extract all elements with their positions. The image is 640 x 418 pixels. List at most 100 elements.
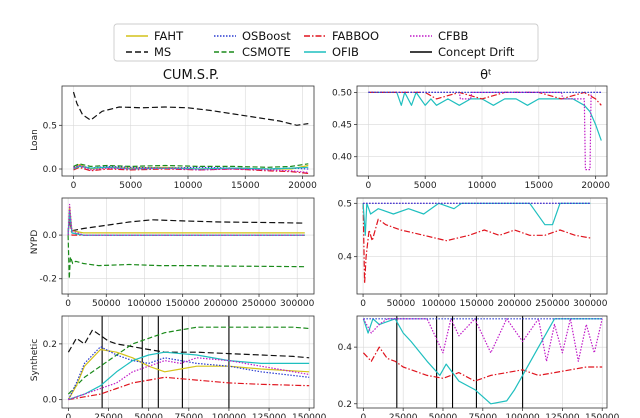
legend-entry-csmote: CSMOTE bbox=[214, 45, 291, 59]
axes-frame bbox=[356, 197, 608, 295]
panel-loan-cumsp: 0 5000 10000 15000 20000 0.0 0.5 bbox=[43, 85, 317, 191]
y-tick-label: 0.40 bbox=[332, 153, 352, 163]
series-line-ofib bbox=[362, 318, 603, 405]
series-line-csmote bbox=[67, 235, 305, 280]
x-tick-label: 25000 bbox=[94, 413, 123, 418]
series-line-cfbb bbox=[67, 203, 305, 236]
x-tick-label: 10000 bbox=[468, 181, 497, 191]
x-tick-label: 100000 bbox=[127, 299, 162, 309]
legend-label-cfbb: CFBB bbox=[438, 29, 469, 43]
legend-entry-ofib: OFIB bbox=[304, 45, 359, 59]
panel-loan-theta: 0 5000 10000 15000 20000 0.40 0.45 0.50 bbox=[332, 85, 610, 191]
y-tick-label: -0.2 bbox=[39, 275, 57, 285]
x-tick-label: 20000 bbox=[581, 181, 610, 191]
panel-nypd-theta: 0 50000 100000 150000 200000 250000 300000 0.4 0… bbox=[338, 197, 608, 309]
series-line-ms bbox=[67, 219, 305, 232]
x-tick-label: 200000 bbox=[497, 299, 532, 309]
series-line-ms bbox=[72, 91, 309, 126]
series-line-cfbb bbox=[368, 91, 602, 171]
legend-entry-osboost: OSBoost bbox=[214, 29, 291, 43]
series-line-ms bbox=[67, 329, 310, 359]
x-tick-label: 0 bbox=[360, 299, 366, 309]
y-tick-label: 0.50 bbox=[332, 88, 352, 98]
legend-entry-ms: MS bbox=[126, 45, 171, 59]
y-tick-label: 0.4 bbox=[338, 253, 353, 263]
series-line-ofib bbox=[368, 91, 602, 141]
series-line-fabboo bbox=[362, 203, 591, 284]
panel-synthetic-theta: 0 25000 50000 75000 100000 125000 150000 0.2 0.4 bbox=[338, 315, 620, 418]
x-tick-label: 150000 bbox=[292, 413, 327, 418]
x-tick-label: 250000 bbox=[242, 299, 277, 309]
x-tick-label: 50000 bbox=[92, 299, 121, 309]
legend-label-concept-drift: Concept Drift bbox=[438, 45, 515, 59]
series-line-fabboo bbox=[362, 346, 603, 382]
x-tick-label: 150000 bbox=[460, 299, 495, 309]
right-column-title: θᵗ bbox=[480, 68, 492, 83]
y-tick-label: 0.2 bbox=[338, 400, 352, 410]
x-tick-label: 15000 bbox=[524, 181, 553, 191]
series-line-fabboo bbox=[68, 376, 310, 401]
series-line-csmote bbox=[73, 163, 309, 168]
series-line-ofib bbox=[68, 351, 310, 401]
series-line-cfbb bbox=[68, 357, 310, 401]
series-line-faht bbox=[67, 206, 305, 236]
x-tick-label: 50000 bbox=[134, 413, 163, 418]
legend-label-csmote: CSMOTE bbox=[242, 45, 291, 59]
x-tick-label: 0 bbox=[71, 181, 77, 191]
x-tick-label: 75000 bbox=[174, 413, 203, 418]
x-tick-label: 200000 bbox=[204, 299, 239, 309]
x-tick-label: 300000 bbox=[573, 299, 608, 309]
x-tick-label: 0 bbox=[361, 413, 367, 418]
legend-label-faht: FAHT bbox=[154, 29, 184, 43]
x-tick-label: 100000 bbox=[212, 413, 247, 418]
legend-label-ofib: OFIB bbox=[332, 45, 359, 59]
axes-frame bbox=[356, 315, 608, 409]
x-tick-label: 10000 bbox=[174, 181, 203, 191]
x-tick-label: 75000 bbox=[468, 413, 497, 418]
panel-nypd-cumsp: 0 50000 100000 150000 200000 250000 300000 -0.2… bbox=[39, 197, 315, 309]
x-tick-label: 5000 bbox=[119, 181, 142, 191]
legend-entry-cfbb: CFBB bbox=[410, 29, 469, 43]
axes-frame bbox=[61, 197, 315, 295]
legend-entry-concept-drift: Concept Drift bbox=[410, 45, 515, 59]
series-line-csmote bbox=[67, 326, 310, 395]
x-tick-label: 125000 bbox=[252, 413, 287, 418]
y-tick-label: 0.0 bbox=[43, 396, 58, 406]
series-line-cfbb bbox=[362, 318, 603, 362]
row-label-nypd: NYPD bbox=[30, 230, 40, 255]
legend: FAHT OSBoost FABBOO CFBB MS CSMOTE OFIB Concept… bbox=[113, 23, 539, 62]
y-tick-label: 0.0 bbox=[43, 231, 58, 241]
x-tick-label: 0 bbox=[66, 413, 72, 418]
x-tick-label: 150000 bbox=[165, 299, 200, 309]
y-tick-label: 0.0 bbox=[43, 165, 58, 175]
x-tick-label: 100000 bbox=[422, 299, 457, 309]
series-line-ofib bbox=[362, 202, 591, 236]
y-tick-label: 0.4 bbox=[338, 343, 353, 353]
x-tick-label: 25000 bbox=[389, 413, 418, 418]
axes-frame bbox=[61, 315, 315, 409]
y-tick-label: 0.5 bbox=[43, 121, 57, 131]
x-tick-label: 15000 bbox=[231, 181, 260, 191]
legend-label-fabboo: FABBOO bbox=[332, 29, 379, 43]
series-line-cfbb bbox=[73, 164, 309, 174]
legend-entry-faht: FAHT bbox=[126, 29, 184, 43]
x-tick-label: 50000 bbox=[429, 413, 458, 418]
x-tick-label: 5000 bbox=[414, 181, 437, 191]
x-tick-label: 100000 bbox=[505, 413, 540, 418]
x-tick-label: 250000 bbox=[535, 299, 570, 309]
x-tick-label: 0 bbox=[65, 299, 71, 309]
legend-label-ms: MS bbox=[154, 45, 171, 59]
legend-label-osboost: OSBoost bbox=[242, 29, 291, 43]
legend-entry-fabboo: FABBOO bbox=[304, 29, 379, 43]
series-line-osboost bbox=[67, 346, 310, 400]
series-line-fabboo bbox=[73, 166, 309, 174]
y-tick-label: 0.5 bbox=[338, 199, 352, 209]
y-tick-label: 0.2 bbox=[43, 340, 57, 350]
x-tick-label: 125000 bbox=[545, 413, 580, 418]
x-tick-label: 0 bbox=[365, 181, 371, 191]
x-tick-label: 50000 bbox=[387, 299, 416, 309]
panel-synthetic-cumsp: 0 25000 50000 75000 100000 125000 150000 0.0 0.2 bbox=[43, 315, 327, 418]
left-column-title: CUM.S.P. bbox=[163, 68, 219, 83]
x-tick-label: 20000 bbox=[288, 181, 317, 191]
